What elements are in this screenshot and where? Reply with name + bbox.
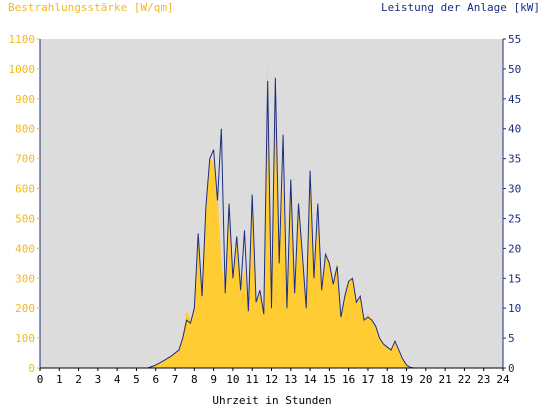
x-tick-label: 5	[133, 373, 140, 386]
x-axis-title: Uhrzeit in Stunden	[212, 394, 332, 407]
right-tick-label: 10	[508, 302, 521, 315]
right-tick-label: 50	[508, 63, 521, 76]
left-tick-label: 700	[15, 153, 35, 166]
x-tick-label: 18	[381, 373, 394, 386]
left-tick-label: 300	[15, 272, 35, 285]
x-tick-label: 2	[75, 373, 82, 386]
right-tick-label: 5	[508, 332, 515, 345]
left-tick-label: 500	[15, 212, 35, 225]
x-tick-label: 20	[419, 373, 432, 386]
series-layer	[40, 56, 503, 369]
right-axis-title: Leistung der Anlage [kW]	[381, 1, 540, 14]
right-tick-label: 45	[508, 93, 521, 106]
x-tick-label: 16	[342, 373, 355, 386]
left-tick-label: 0	[28, 362, 35, 375]
x-tick-label: 0	[37, 373, 44, 386]
right-tick-label: 55	[508, 33, 521, 46]
right-tick-label: 40	[508, 123, 521, 136]
x-tick-label: 19	[400, 373, 413, 386]
axes-layer: 0100200300400500600700800900100011000510…	[9, 33, 522, 386]
x-tick-label: 9	[210, 373, 217, 386]
x-tick-label: 22	[458, 373, 471, 386]
x-tick-label: 1	[56, 373, 63, 386]
x-tick-label: 23	[477, 373, 490, 386]
x-tick-label: 6	[152, 373, 159, 386]
left-tick-label: 400	[15, 242, 35, 255]
x-tick-label: 24	[496, 373, 510, 386]
right-tick-label: 0	[508, 362, 515, 375]
left-tick-label: 800	[15, 123, 35, 136]
x-tick-label: 17	[361, 373, 374, 386]
left-tick-label: 900	[15, 93, 35, 106]
right-tick-label: 15	[508, 272, 521, 285]
left-axis-title: Bestrahlungsstärke [W/qm]	[8, 1, 174, 14]
x-tick-label: 7	[172, 373, 179, 386]
x-tick-label: 11	[246, 373, 259, 386]
x-tick-label: 15	[323, 373, 336, 386]
left-tick-label: 600	[15, 183, 35, 196]
x-tick-label: 3	[95, 373, 102, 386]
x-tick-label: 13	[284, 373, 297, 386]
x-tick-label: 21	[439, 373, 452, 386]
x-tick-label: 10	[226, 373, 239, 386]
left-tick-label: 1000	[9, 63, 36, 76]
right-tick-label: 35	[508, 153, 521, 166]
left-tick-label: 200	[15, 302, 35, 315]
left-tick-label: 100	[15, 332, 35, 345]
x-tick-label: 8	[191, 373, 198, 386]
power-line	[40, 77, 503, 369]
left-tick-label: 1100	[9, 33, 36, 46]
x-tick-label: 12	[265, 373, 278, 386]
x-tick-label: 14	[303, 373, 317, 386]
right-tick-label: 20	[508, 242, 521, 255]
x-tick-label: 4	[114, 373, 121, 386]
right-tick-label: 30	[508, 183, 521, 196]
right-tick-label: 25	[508, 212, 521, 225]
